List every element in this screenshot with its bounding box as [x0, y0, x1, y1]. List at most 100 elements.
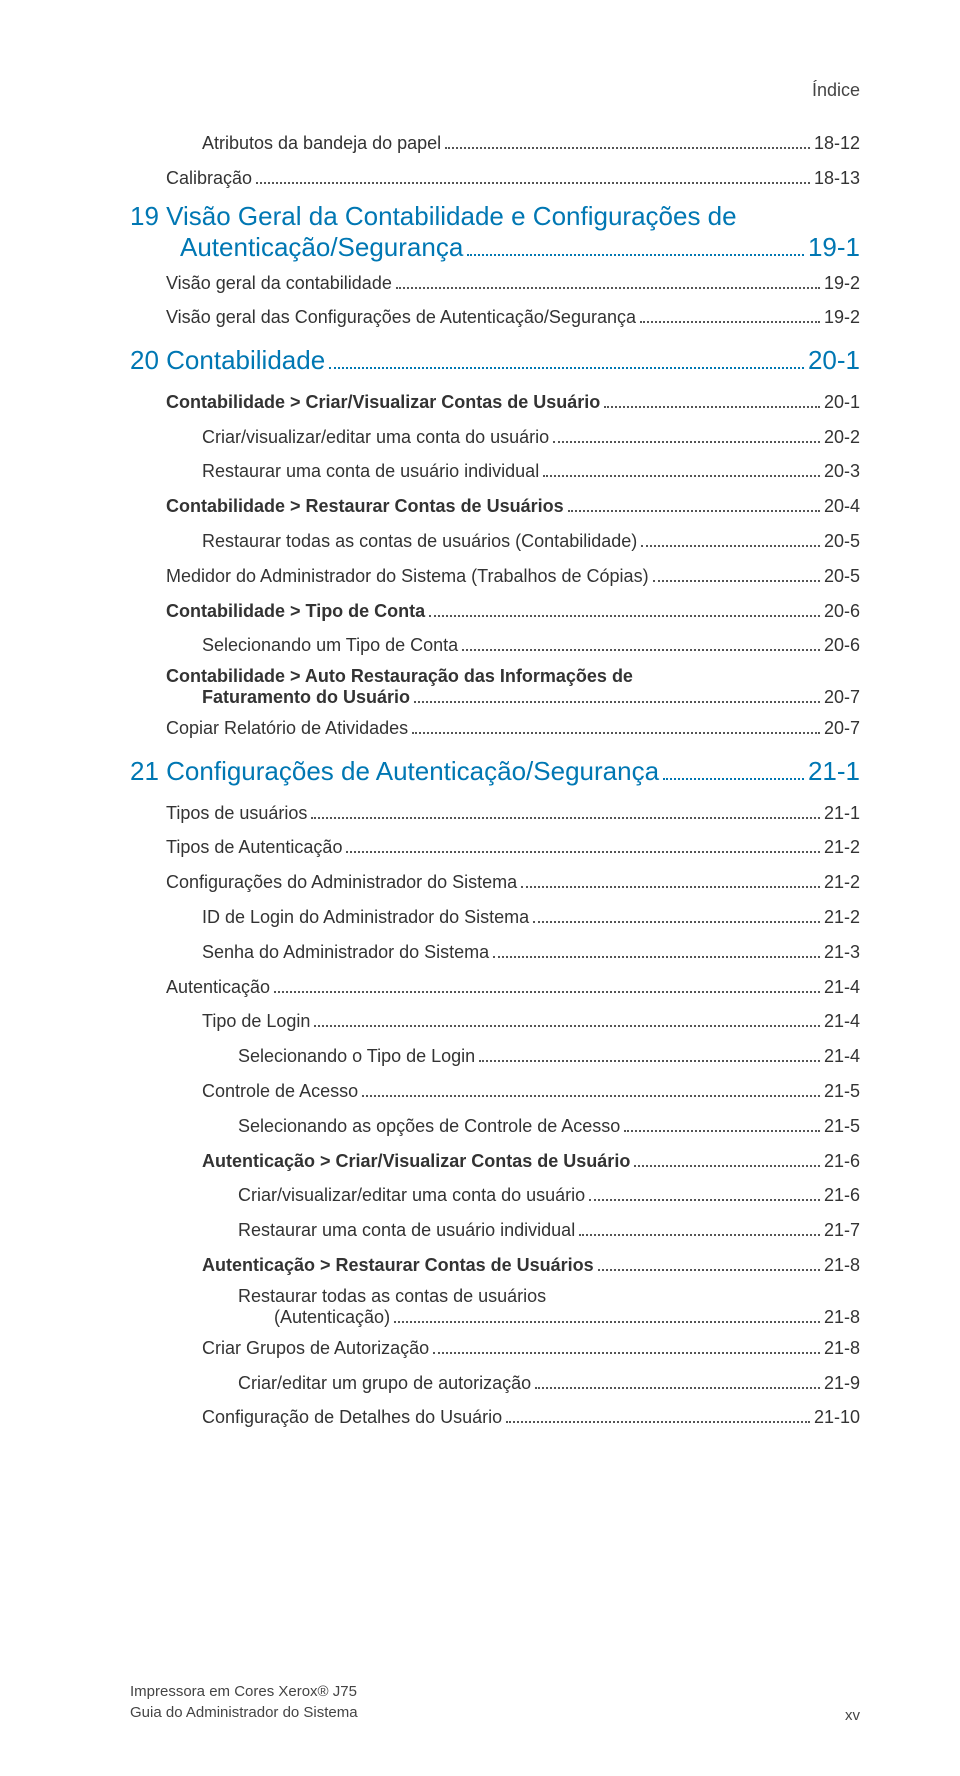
toc-text: Faturamento do Usuário: [202, 687, 410, 708]
toc-text: Visão geral da contabilidade: [166, 269, 392, 298]
toc-text: Contabilidade > Criar/Visualizar Contas …: [166, 388, 600, 417]
toc-page: 21-3: [824, 938, 860, 967]
toc-leader: [396, 287, 820, 289]
toc-page: 21-9: [824, 1369, 860, 1398]
toc-text: Autenticação/Segurança: [180, 232, 463, 263]
toc-leader: [641, 545, 820, 547]
toc-leader: [589, 1199, 820, 1201]
toc-page: 21-5: [824, 1077, 860, 1106]
footer-product: Impressora em Cores Xerox® J75 Guia do A…: [130, 1681, 358, 1725]
toc-text: Atributos da bandeja do papel: [202, 129, 441, 158]
toc-text: Configurações do Administrador do Sistem…: [166, 868, 517, 897]
toc-entry: Copiar Relatório de Atividades20-7: [166, 714, 860, 743]
toc-page: 21-4: [824, 1007, 860, 1036]
toc-page: 20-5: [824, 562, 860, 591]
toc-entry: Restaurar todas as contas de usuários(Au…: [238, 1286, 860, 1328]
toc-chapter: 21 Configurações de Autenticação/Seguran…: [130, 751, 860, 793]
toc-entry: Restaurar uma conta de usuário individua…: [202, 457, 860, 486]
toc-text: Copiar Relatório de Atividades: [166, 714, 408, 743]
toc-text: Autenticação > Restaurar Contas de Usuár…: [202, 1251, 594, 1280]
toc-leader: [394, 1321, 820, 1323]
toc-entry: Selecionando o Tipo de Login21-4: [238, 1042, 860, 1071]
toc-text: Restaurar uma conta de usuário individua…: [202, 457, 539, 486]
toc-page: 21-8: [824, 1251, 860, 1280]
toc-text: Selecionando o Tipo de Login: [238, 1042, 475, 1071]
toc-leader: [414, 701, 820, 703]
toc-text: Senha do Administrador do Sistema: [202, 938, 489, 967]
toc-leader: [553, 441, 820, 443]
toc-page: 21-8: [824, 1334, 860, 1363]
toc-page: 18-13: [814, 164, 860, 193]
toc-chapter: 19 Visão Geral da Contabilidade e Config…: [130, 201, 860, 263]
table-of-contents: Atributos da bandeja do papel18-12Calibr…: [130, 129, 860, 1432]
toc-page: 21-2: [824, 868, 860, 897]
toc-page: 21-2: [824, 903, 860, 932]
toc-leader: [462, 649, 820, 651]
toc-page: 21-5: [824, 1112, 860, 1141]
toc-entry: Restaurar uma conta de usuário individua…: [238, 1216, 860, 1245]
toc-entry: Atributos da bandeja do papel18-12: [202, 129, 860, 158]
toc-text: 21 Configurações de Autenticação/Seguran…: [130, 751, 659, 793]
toc-text: Autenticação > Criar/Visualizar Contas d…: [202, 1147, 630, 1176]
toc-leader: [663, 778, 804, 780]
toc-entry: Autenticação 21-4: [166, 973, 860, 1002]
toc-page: 21-2: [824, 833, 860, 862]
toc-page: 20-6: [824, 631, 860, 660]
toc-entry: Contabilidade > Restaurar Contas de Usuá…: [166, 492, 860, 521]
toc-leader: [433, 1352, 820, 1354]
toc-entry: Configuração de Detalhes do Usuário21-10: [202, 1403, 860, 1432]
toc-page: 21-4: [824, 973, 860, 1002]
toc-page: 21-1: [824, 799, 860, 828]
toc-page: 21-7: [824, 1216, 860, 1245]
toc-leader: [604, 406, 820, 408]
toc-chapter: 20 Contabilidade20-1: [130, 340, 860, 382]
toc-text: 20 Contabilidade: [130, 340, 325, 382]
toc-page: 21-10: [814, 1403, 860, 1432]
toc-entry: Selecionando as opções de Controle de Ac…: [238, 1112, 860, 1141]
page-footer: Impressora em Cores Xerox® J75 Guia do A…: [130, 1681, 860, 1725]
toc-text: Contabilidade > Auto Restauração das Inf…: [166, 666, 860, 687]
toc-text: Criar Grupos de Autorização: [202, 1334, 429, 1363]
toc-page: 20-6: [824, 597, 860, 626]
header-title: Índice: [130, 80, 860, 101]
toc-entry: Criar/editar um grupo de autorização21-9: [238, 1369, 860, 1398]
toc-text: Tipos de usuários: [166, 799, 307, 828]
toc-entry: Tipos de usuários 21-1: [166, 799, 860, 828]
toc-leader: [467, 254, 804, 256]
toc-entry: Visão geral das Configurações de Autenti…: [166, 303, 860, 332]
toc-text: (Autenticação): [274, 1307, 390, 1328]
toc-page: 21-8: [824, 1307, 860, 1328]
toc-leader: [412, 732, 820, 734]
footer-line2: Guia do Administrador do Sistema: [130, 1702, 358, 1724]
toc-leader: [362, 1095, 820, 1097]
toc-line: Faturamento do Usuário20-7: [202, 687, 860, 708]
toc-leader: [506, 1421, 810, 1423]
toc-page: 21-1: [808, 751, 860, 793]
toc-text: Autenticação: [166, 973, 270, 1002]
toc-leader: [533, 921, 820, 923]
toc-leader: [579, 1234, 820, 1236]
toc-entry: Medidor do Administrador do Sistema (Tra…: [166, 562, 860, 591]
toc-leader: [535, 1387, 820, 1389]
toc-leader: [521, 886, 820, 888]
toc-text: Contabilidade > Restaurar Contas de Usuá…: [166, 492, 564, 521]
toc-line: (Autenticação) 21-8: [274, 1307, 860, 1328]
toc-leader: [311, 817, 820, 819]
toc-leader: [445, 147, 810, 149]
toc-leader: [256, 182, 810, 184]
toc-entry: Criar/visualizar/editar uma conta do usu…: [238, 1181, 860, 1210]
toc-page: 21-6: [824, 1181, 860, 1210]
toc-leader: [653, 580, 820, 582]
toc-page: 20-2: [824, 423, 860, 452]
toc-page: 19-1: [808, 232, 860, 263]
toc-leader: [346, 851, 820, 853]
toc-text: 19 Visão Geral da Contabilidade e Config…: [130, 201, 860, 232]
toc-entry: Contabilidade > Criar/Visualizar Contas …: [166, 388, 860, 417]
toc-leader: [598, 1269, 820, 1271]
toc-leader: [568, 510, 820, 512]
toc-text: Medidor do Administrador do Sistema (Tra…: [166, 562, 649, 591]
toc-entry: Tipos de Autenticação21-2: [166, 833, 860, 862]
page-container: Índice Atributos da bandeja do papel18-1…: [0, 0, 960, 1498]
toc-entry: Selecionando um Tipo de Conta20-6: [202, 631, 860, 660]
toc-page: 21-6: [824, 1147, 860, 1176]
